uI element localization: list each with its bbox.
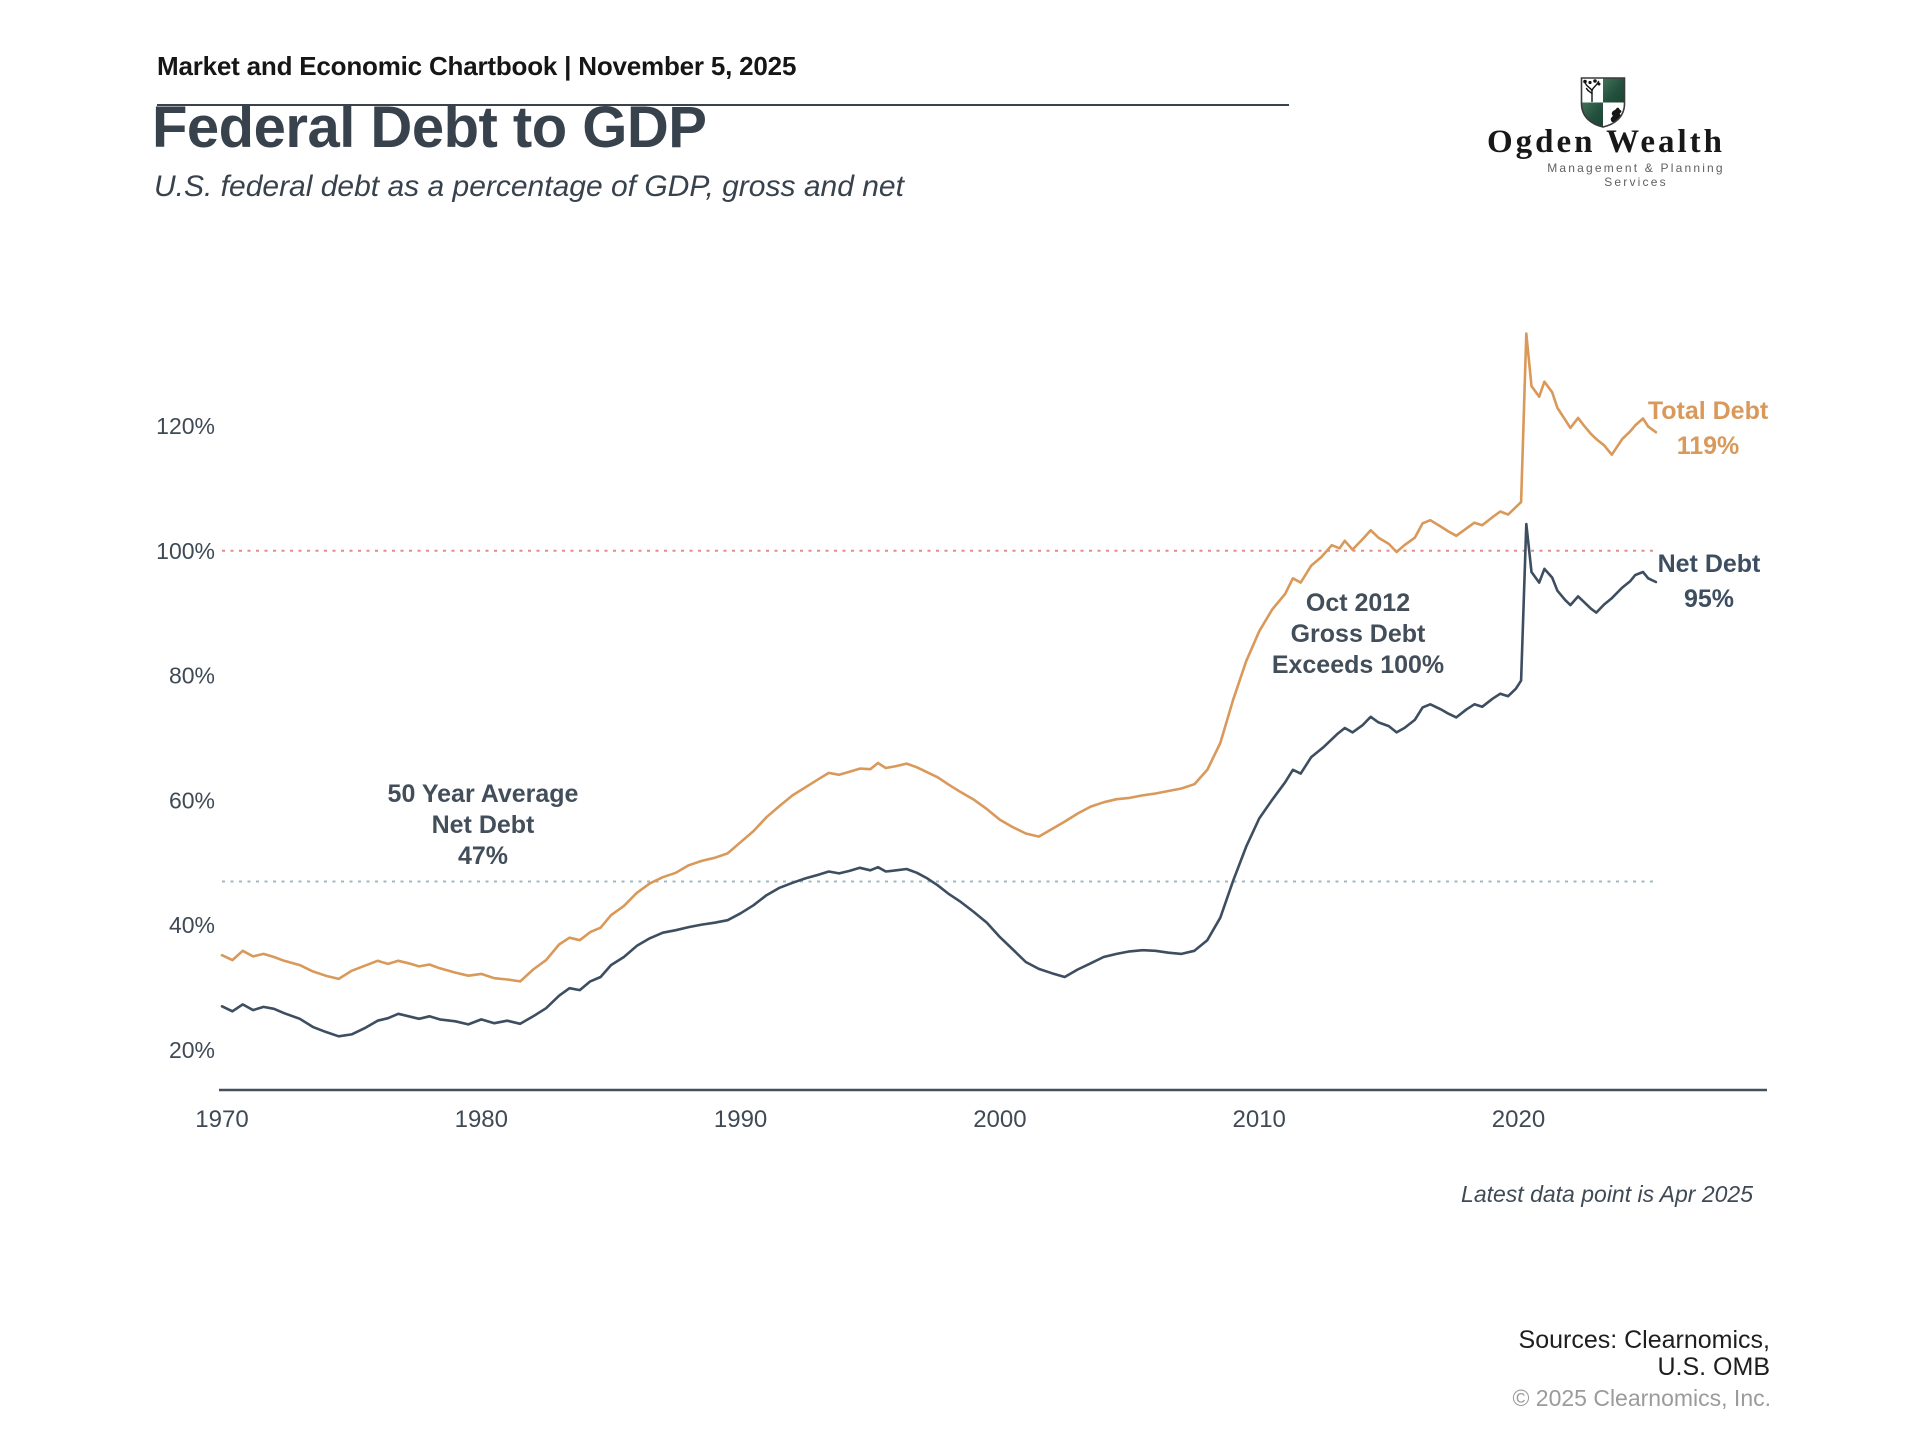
sources-text: Sources: Clearnomics, U.S. OMB <box>1519 1327 1770 1381</box>
x-tick-label: 1970 <box>195 1106 248 1133</box>
series-name: Total Debt <box>1647 397 1769 425</box>
sources-line: U.S. OMB <box>1657 1353 1770 1381</box>
x-tick-label: 1990 <box>714 1106 767 1133</box>
annotation-50yr-average-net-debt: 50 Year Average Net Debt 47% <box>353 779 613 872</box>
annotation-line: 50 Year Average <box>387 780 579 808</box>
y-tick-label: 60% <box>169 787 215 813</box>
y-tick-label: 40% <box>169 912 215 938</box>
annotation-line: 47% <box>457 842 509 870</box>
page-title: Federal Debt to GDP <box>152 95 707 160</box>
annotation-line: Exceeds 100% <box>1271 651 1445 679</box>
annotation-line: Net Debt <box>431 811 535 839</box>
header-divider <box>157 104 1289 106</box>
y-tick-label: 120% <box>156 413 215 439</box>
ogden-wealth-logo-name: Ogden Wealth <box>1486 124 1725 160</box>
total-debt-series-label: Total Debt 119% <box>1633 394 1783 464</box>
ogden-wealth-logo-tagline: Management & Planning Services <box>1547 161 1725 189</box>
series-latest-value: 119% <box>1676 432 1740 460</box>
series-latest-value: 95% <box>1683 585 1735 613</box>
annotation-line: Gross Debt <box>1290 620 1426 648</box>
net-debt-series-label: Net Debt 95% <box>1634 547 1784 617</box>
latest-data-footnote: Latest data point is Apr 2025 <box>1461 1181 1753 1207</box>
x-tick-label: 2010 <box>1233 1106 1286 1133</box>
x-tick-label: 2000 <box>973 1106 1026 1133</box>
copyright-text: © 2025 Clearnomics, Inc. <box>1512 1385 1771 1411</box>
annotation-line: Oct 2012 <box>1305 589 1411 617</box>
y-tick-label: 80% <box>169 663 215 689</box>
page-subtitle: U.S. federal debt as a percentage of GDP… <box>154 170 904 203</box>
x-tick-label: 2020 <box>1492 1106 1545 1133</box>
report-header: Market and Economic Chartbook | November… <box>157 51 797 81</box>
y-tick-label: 20% <box>169 1037 215 1063</box>
y-tick-label: 100% <box>156 538 215 564</box>
series-name: Net Debt <box>1657 550 1761 578</box>
x-tick-label: 1980 <box>455 1106 508 1133</box>
ogden-wealth-shield-icon <box>1580 77 1626 128</box>
annotation-gross-debt-exceeds-100: Oct 2012 Gross Debt Exceeds 100% <box>1228 588 1488 681</box>
sources-line: Sources: Clearnomics, <box>1518 1326 1770 1354</box>
